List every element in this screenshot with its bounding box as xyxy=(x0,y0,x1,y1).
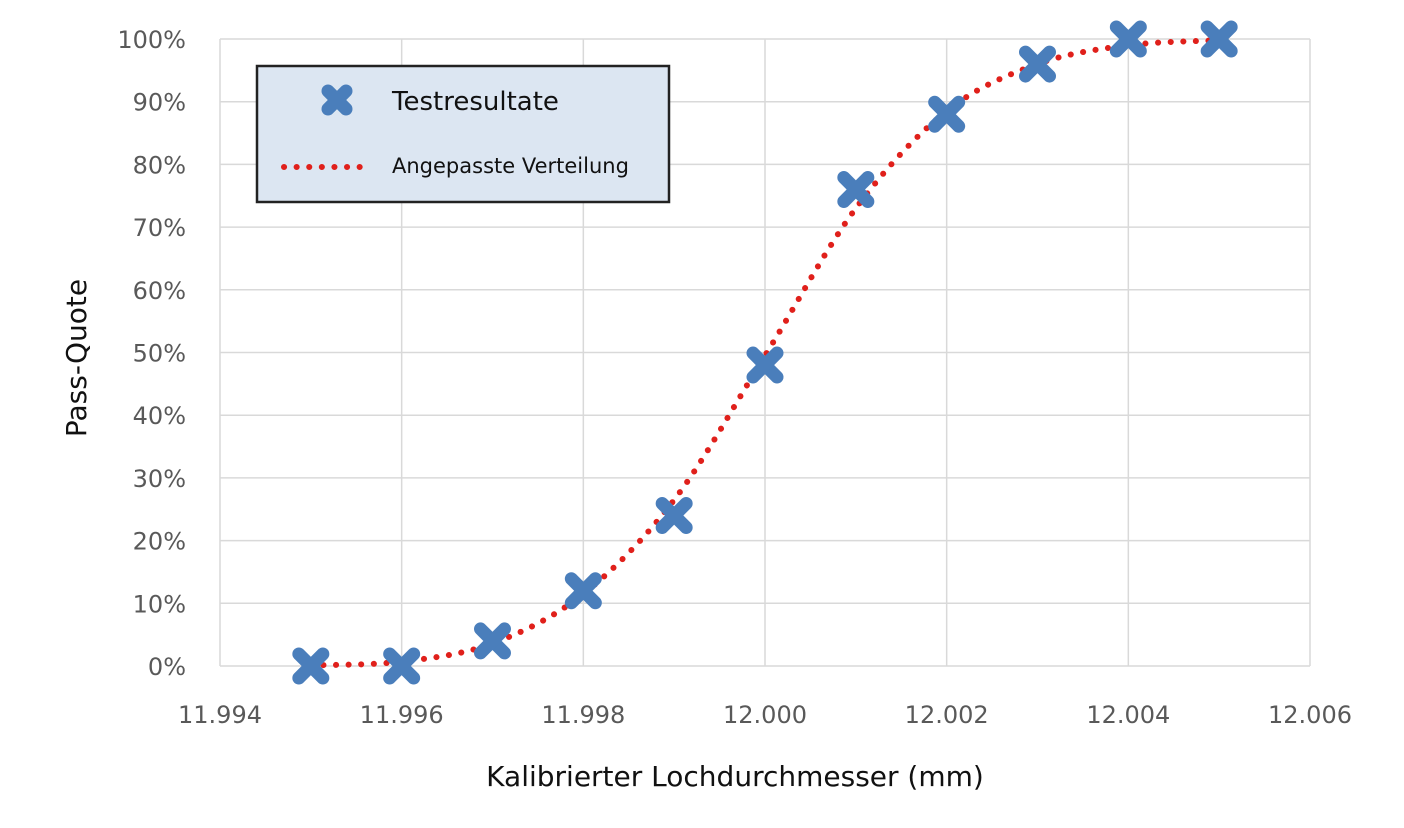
x-tick-label: 11.998 xyxy=(541,701,625,729)
data-point-marker xyxy=(1109,20,1147,58)
data-markers-layer xyxy=(292,20,1238,685)
x-tick-label: 12.004 xyxy=(1086,701,1170,729)
x-tick-label: 12.006 xyxy=(1268,701,1352,729)
data-point-marker xyxy=(837,170,875,208)
x-tick-label: 11.996 xyxy=(360,701,444,729)
legend-x-icon xyxy=(321,84,353,116)
data-point-marker xyxy=(383,647,421,685)
x-tick-label: 11.994 xyxy=(178,701,262,729)
x-axis-title: Kalibrierter Lochdurchmesser (mm) xyxy=(486,760,984,793)
y-tick-label: 70% xyxy=(133,214,186,242)
data-point-marker xyxy=(292,647,330,685)
y-tick-label: 90% xyxy=(133,89,186,117)
x-tick-label: 12.002 xyxy=(905,701,989,729)
y-tick-label: 20% xyxy=(133,528,186,556)
y-tick-label: 100% xyxy=(117,26,186,54)
y-tick-label: 10% xyxy=(133,590,186,618)
y-tick-label: 50% xyxy=(133,340,186,368)
y-tick-label: 30% xyxy=(133,465,186,493)
legend-label-angepasste-verteilung: Angepasste Verteilung xyxy=(392,154,629,178)
y-tick-label: 0% xyxy=(148,653,186,681)
legend-label-testresultate: Testresultate xyxy=(391,87,559,117)
x-axis-ticks: 11.994 11.996 11.998 12.000 12.002 12.004 12.0… xyxy=(178,701,1352,729)
legend-marker-testresultate xyxy=(321,84,353,116)
data-point-marker xyxy=(655,497,693,535)
data-point-marker xyxy=(1019,45,1056,83)
y-tick-label: 40% xyxy=(133,402,186,430)
data-point-marker xyxy=(1200,20,1238,58)
data-point-marker xyxy=(564,572,602,610)
legend: Testresultate Angepasste Verteilung xyxy=(255,64,671,204)
data-point-marker xyxy=(928,95,966,133)
data-point-marker xyxy=(746,346,784,384)
y-tick-label: 60% xyxy=(133,277,186,305)
y-axis-ticks: 0% 10% 20% 30% 40% 50% 60% 70% 80% 90% 100% xyxy=(117,26,186,681)
y-tick-label: 80% xyxy=(133,151,186,179)
x-tick-label: 12.000 xyxy=(723,701,807,729)
data-point-marker xyxy=(474,622,511,660)
y-axis-title: Pass-Quote xyxy=(60,279,93,437)
